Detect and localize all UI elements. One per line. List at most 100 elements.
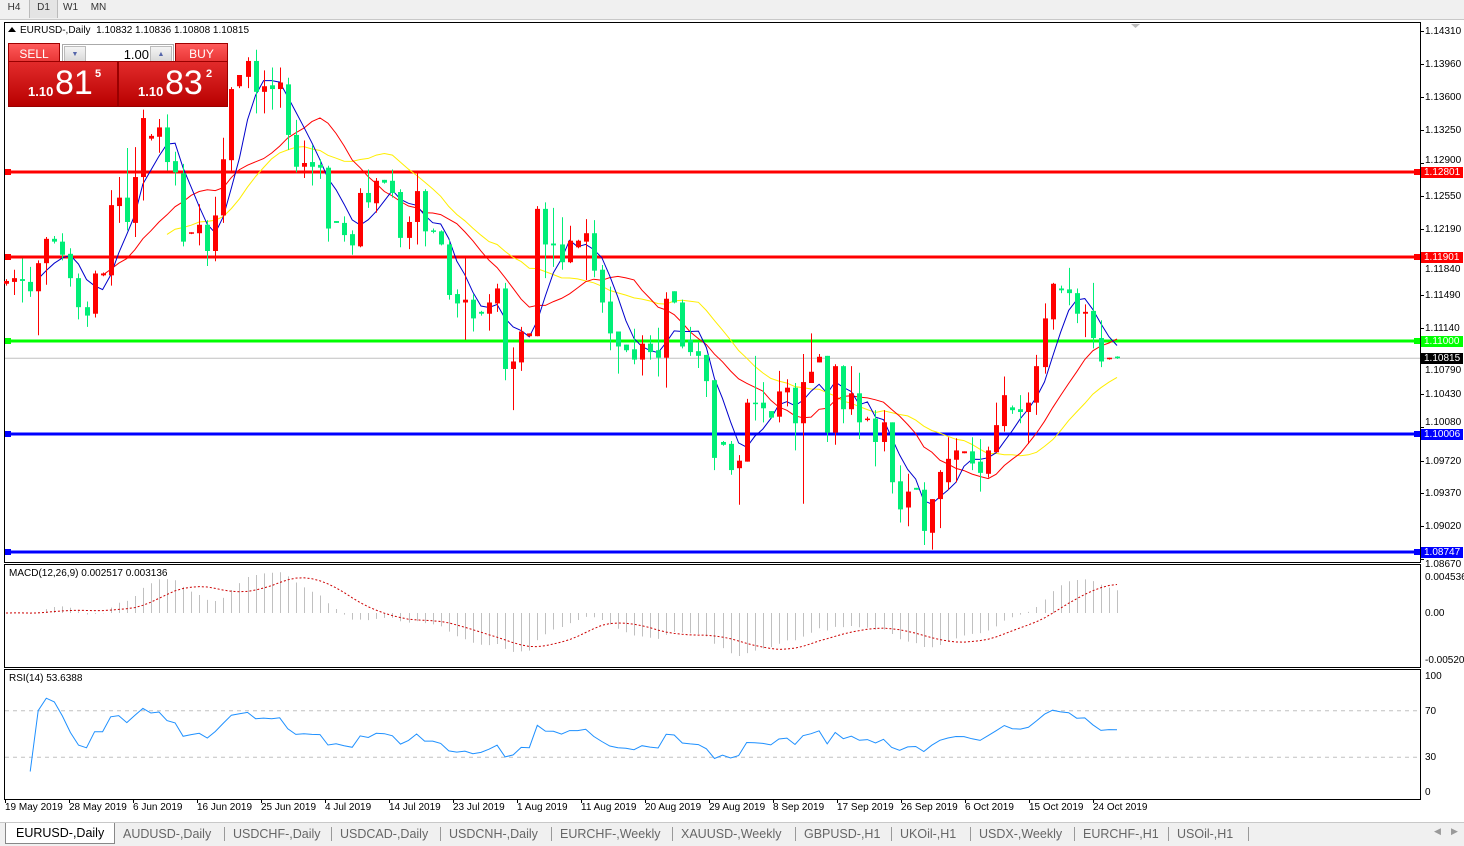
tab-usdcad-daily[interactable]: USDCAD-,Daily [340, 827, 429, 841]
candle [769, 411, 774, 419]
tab-eurchf-h1[interactable]: EURCHF-,H1 [1083, 827, 1159, 841]
candle [1034, 354, 1039, 415]
chart-tabs-bar: ◀ ▶ EURUSD-,Daily AUDUSD-,Daily USDCHF-,Da… [0, 822, 1464, 846]
buy-price-button[interactable]: 1.10 83 2 [118, 61, 228, 107]
candle-body [455, 294, 460, 304]
candle [922, 482, 927, 545]
candle-body [471, 299, 476, 319]
candle [149, 133, 154, 141]
candle-body [52, 238, 57, 242]
candle-body [68, 253, 73, 279]
date-axis-tick [261, 799, 262, 803]
date-axis-tick [133, 799, 134, 803]
candle [592, 220, 597, 278]
candle [390, 169, 395, 198]
chart-shift-marker-icon[interactable] [1131, 24, 1140, 28]
candle-body [165, 127, 170, 163]
level-line-handle-icon [1414, 254, 1420, 260]
candle-body [704, 354, 709, 382]
candle-body [4, 280, 9, 284]
rsi-label: RSI(14) 53.6388 [9, 673, 83, 684]
price-axis-tick [1420, 31, 1424, 32]
candle [68, 248, 73, 287]
candle [624, 344, 629, 353]
price-axis-label: 1.12900 [1425, 155, 1462, 166]
candle [551, 207, 556, 267]
candle [729, 441, 734, 475]
candle-body [970, 451, 975, 464]
tab-audusd-daily[interactable]: AUDUSD-,Daily [123, 827, 212, 841]
tabs-scroll-left-icon[interactable]: ◀ [1434, 826, 1441, 836]
rsi-axis-label: 100 [1425, 671, 1442, 682]
date-axis-tick [197, 799, 198, 803]
candle [817, 353, 822, 363]
candle-body [189, 232, 194, 234]
candle [382, 179, 387, 184]
tab-ukoil-h1[interactable]: UKOil-,H1 [900, 827, 957, 841]
candle-body [1034, 366, 1039, 403]
candle [28, 266, 33, 297]
candle [60, 233, 65, 261]
candle-body [873, 418, 878, 442]
candle-body [632, 349, 637, 360]
candle [44, 236, 49, 285]
candle-body [173, 161, 178, 173]
date-axis-tick [69, 799, 70, 803]
candle-body [1043, 318, 1048, 368]
date-axis-label: 6 Jun 2019 [133, 802, 183, 813]
date-axis-label: 16 Jun 2019 [197, 802, 253, 813]
date-axis-tick [773, 799, 774, 803]
collapse-triangle-icon[interactable] [8, 27, 16, 32]
candle [712, 380, 717, 471]
candle [165, 114, 170, 171]
candle [986, 446, 991, 478]
candle [873, 410, 878, 467]
candle [447, 239, 452, 300]
candle-body [141, 118, 146, 178]
price-axis-tick [1420, 526, 1424, 527]
tab-xauusd-weekly[interactable]: XAUUSD-,Weekly [681, 827, 782, 841]
buy-button[interactable]: BUY [175, 43, 228, 65]
candle-body [865, 418, 870, 421]
candle [1091, 282, 1096, 349]
candle [527, 333, 532, 337]
tab-usdchf-daily[interactable]: USDCHF-,Daily [233, 827, 321, 841]
candle [600, 265, 605, 313]
candle [704, 354, 709, 398]
sell-price-button[interactable]: 1.10 81 5 [8, 61, 118, 107]
date-axis-tick [581, 799, 582, 803]
candle [109, 190, 114, 286]
chart-canvas[interactable] [0, 0, 1464, 822]
tab-usoil-h1[interactable]: USOil-,H1 [1177, 827, 1234, 841]
lot-size-field[interactable]: ▼ 1.00 ▲ [62, 44, 174, 65]
date-axis-tick [1093, 799, 1094, 803]
timeframe-h4[interactable]: H4 [7, 2, 21, 13]
tab-usdcnh-daily[interactable]: USDCNH-,Daily [449, 827, 538, 841]
sell-price-fraction: 5 [95, 68, 102, 80]
tab-gbpusd-h1[interactable]: GBPUSD-,H1 [804, 827, 881, 841]
tab-eurchf-weekly[interactable]: EURCHF-,Weekly [560, 827, 661, 841]
timeframe-w1[interactable]: W1 [63, 2, 78, 13]
candle [777, 370, 782, 423]
candle-body [157, 127, 162, 137]
candle [793, 383, 798, 451]
candle-body [817, 356, 822, 363]
tabs-scroll-right-icon[interactable]: ▶ [1451, 826, 1458, 836]
candle [608, 286, 613, 351]
candle-body [101, 273, 106, 276]
lot-size-value[interactable]: 1.00 [123, 47, 149, 62]
candle [479, 310, 484, 316]
tab-separator [551, 827, 552, 841]
candle-body [181, 173, 186, 242]
candle-body [431, 230, 436, 232]
timeframe-mn[interactable]: MN [90, 2, 107, 13]
candle-body [890, 422, 895, 483]
level-line-handle-icon [1414, 431, 1420, 437]
tab-usdx-weekly[interactable]: USDX-,Weekly [979, 827, 1063, 841]
price-axis-tick [1420, 328, 1424, 329]
tab-eurusd-daily[interactable]: EURUSD-,Daily [5, 823, 116, 844]
level-line-handle-icon [5, 254, 11, 260]
date-axis-label: 19 May 2019 [5, 802, 63, 813]
candle-body [117, 197, 122, 207]
timeframe-d1[interactable]: D1 [29, 0, 58, 18]
